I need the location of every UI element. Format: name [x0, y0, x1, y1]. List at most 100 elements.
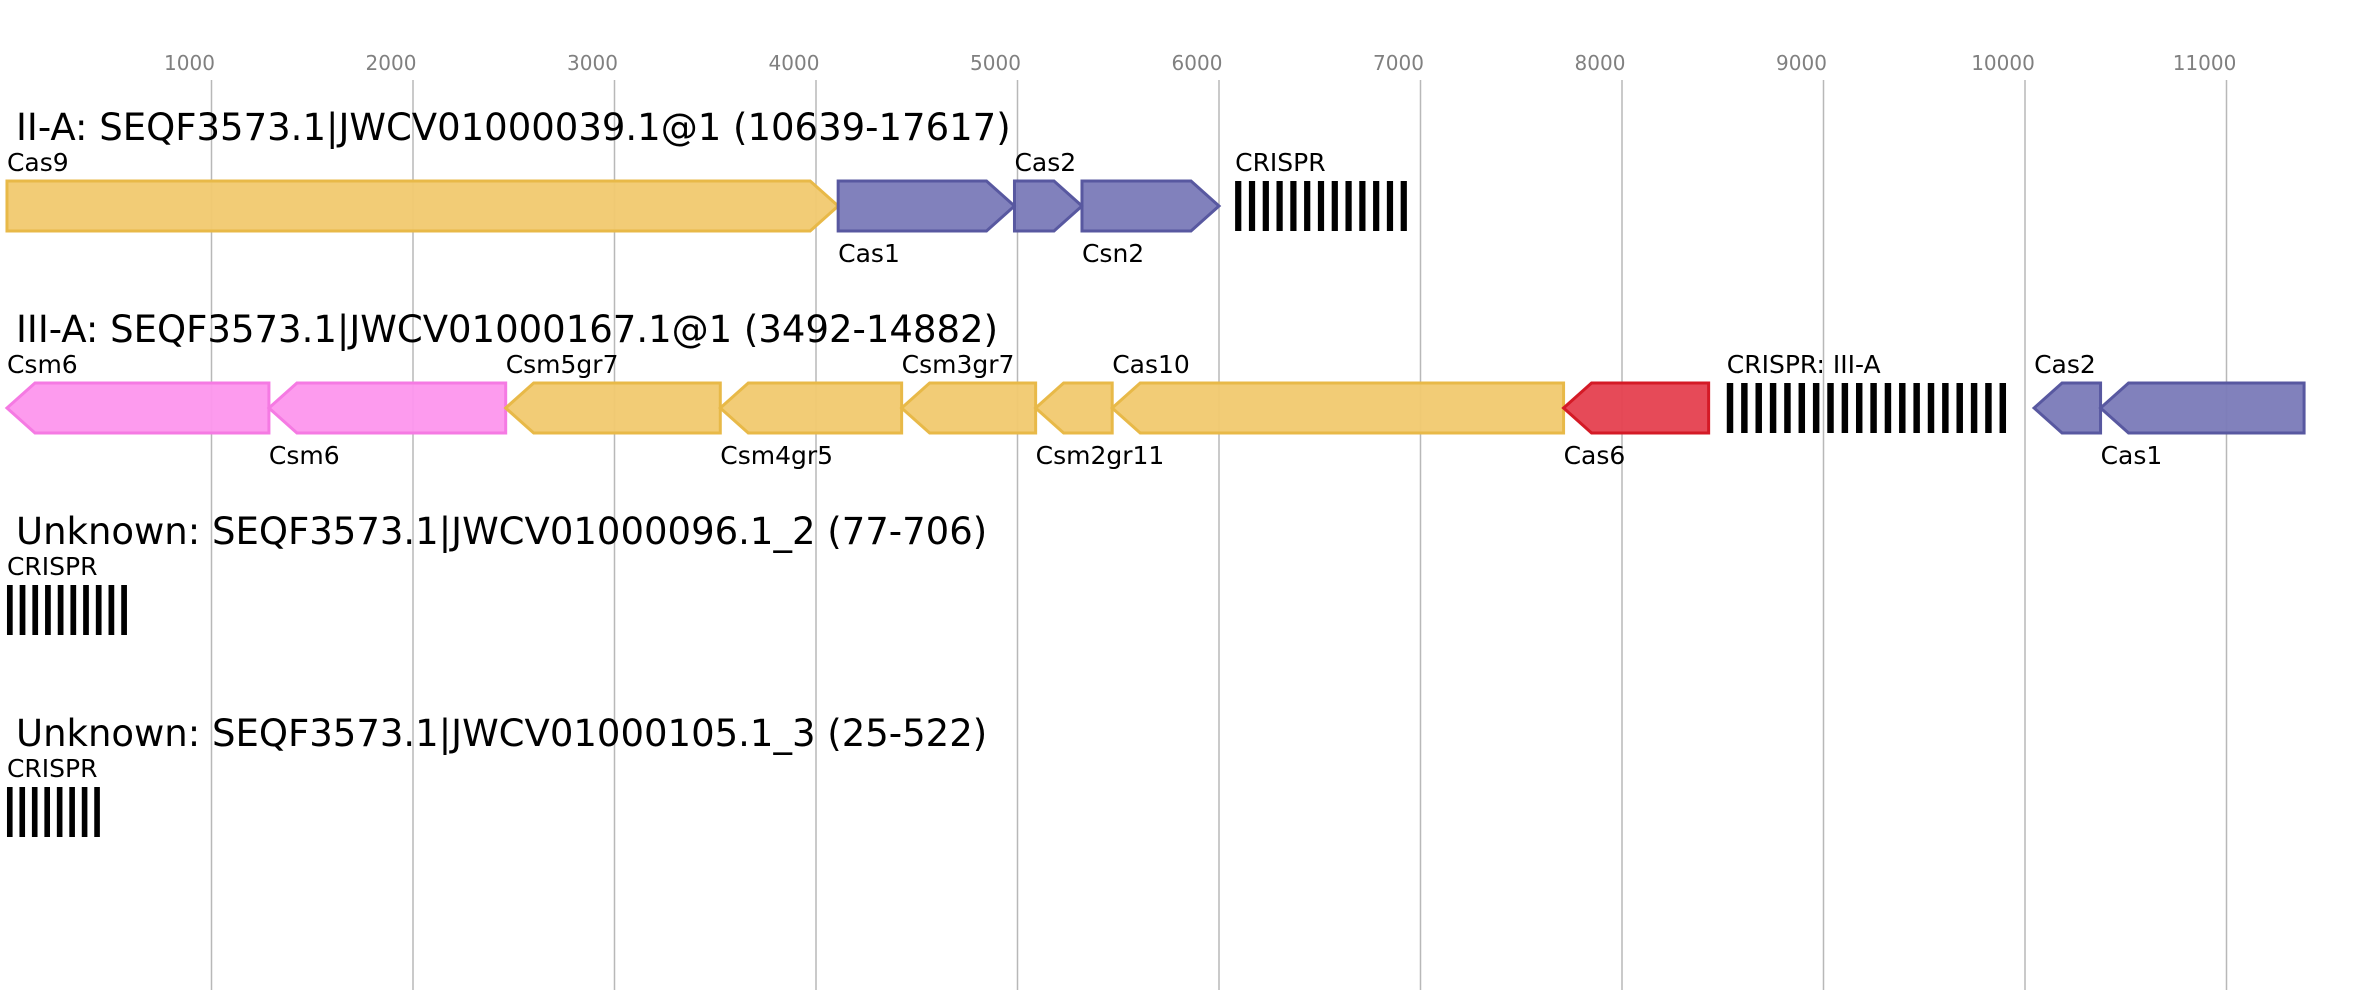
crispr-array [1726, 383, 2007, 433]
crispr-repeat [1386, 181, 1394, 231]
crispr-repeat [1359, 181, 1366, 231]
gene-label: Csm5gr7 [506, 350, 619, 379]
crispr-repeat [1248, 181, 1256, 231]
crispr-repeat [19, 787, 26, 837]
tick-label: 11000 [2173, 51, 2237, 75]
gene-arrow [5, 179, 841, 233]
crispr-label: CRISPR: III-A [1727, 350, 1881, 379]
track: III-A: SEQF3573.1|JWCV01000167.1@1 (3492… [4, 308, 2306, 470]
crispr-repeat [108, 585, 115, 635]
gene-arrow [836, 179, 1017, 233]
gene-arrow [503, 381, 722, 435]
gene-label: Cas10 [1112, 350, 1190, 379]
gene-arrow [718, 381, 904, 435]
crispr-repeat [1870, 383, 1877, 433]
crispr-repeat [57, 585, 64, 635]
gene-arrow [266, 381, 508, 435]
crispr-repeat [1235, 181, 1242, 231]
tick-label: 6000 [1172, 51, 1223, 75]
crispr-repeat [1769, 383, 1777, 433]
crispr-repeat [81, 787, 88, 837]
gene-label: Cas9 [7, 148, 69, 177]
track-title: Unknown: SEQF3573.1|JWCV01000105.1_3 (25… [16, 712, 987, 755]
tick-label: 4000 [769, 51, 820, 75]
crispr-repeat [1855, 383, 1863, 433]
crispr-repeat [1373, 181, 1380, 231]
crispr-repeat [56, 787, 63, 837]
crispr-repeat [6, 585, 13, 635]
gene-label: Cas6 [1564, 441, 1626, 470]
gene-label: Cas1 [2101, 441, 2163, 470]
gene-arrow [1033, 381, 1114, 435]
crispr-repeat [1985, 383, 1992, 433]
crispr-repeat [1913, 383, 1920, 433]
gene-label: Csn2 [1082, 239, 1144, 268]
crispr-repeat [1262, 181, 1269, 231]
crispr-array [6, 787, 100, 837]
gene-label: Cas1 [838, 239, 900, 268]
crispr-repeat [94, 787, 100, 837]
gene-label: Csm6 [269, 441, 340, 470]
crispr-repeat [1970, 383, 1978, 433]
gene-label: Csm6 [7, 350, 78, 379]
gene-arrow [2098, 381, 2306, 435]
tick-label: 5000 [970, 51, 1021, 75]
tick-label: 9000 [1776, 51, 1827, 75]
gene-label: Csm2gr11 [1036, 441, 1165, 470]
track: Unknown: SEQF3573.1|JWCV01000096.1_2 (77… [6, 510, 987, 635]
crispr-repeat [1899, 383, 1906, 433]
crispr-repeat [44, 787, 50, 837]
gene-arrow [1080, 179, 1222, 233]
crispr-repeat [1956, 383, 1963, 433]
gene-arrow [2031, 381, 2103, 435]
tick-label: 7000 [1373, 51, 1424, 75]
track-title: III-A: SEQF3573.1|JWCV01000167.1@1 (3492… [16, 308, 998, 351]
crispr-repeat [45, 585, 51, 635]
crispr-repeat [1317, 181, 1325, 231]
crispr-repeat [1304, 181, 1311, 231]
gene-arrow [4, 381, 271, 435]
crispr-repeat [1927, 383, 1935, 433]
crispr-repeat [1290, 181, 1297, 231]
crispr-repeat [1999, 383, 2007, 433]
crispr-repeat [19, 585, 26, 635]
crispr-array [1235, 181, 1407, 231]
crispr-repeat [95, 585, 102, 635]
tick-label: 3000 [567, 51, 618, 75]
crispr-repeat [1798, 383, 1806, 433]
crispr-repeat [1827, 383, 1834, 433]
crispr-repeat [31, 787, 38, 837]
crispr-repeat [1755, 383, 1762, 433]
tick-label: 8000 [1575, 51, 1626, 75]
crispr-repeat [69, 787, 75, 837]
axis-ticks: 1000 2000 3000 4000 5000 6000 7000 8000 9000 1000… [164, 51, 2236, 75]
crispr-repeat [1331, 181, 1338, 231]
crispr-repeat [70, 585, 77, 635]
tracks: II-A: SEQF3573.1|JWCV01000039.1@1 (10639… [4, 106, 2306, 837]
tick-label: 1000 [164, 51, 215, 75]
gene-label: Cas2 [1014, 148, 1076, 177]
crispr-repeat [1726, 383, 1734, 433]
crispr-label: CRISPR [1235, 148, 1326, 177]
track-title: II-A: SEQF3573.1|JWCV01000039.1@1 (10639… [16, 106, 1011, 149]
gene-arrow [1012, 179, 1085, 233]
crispr-repeat [1784, 383, 1791, 433]
crispr-repeat [1345, 181, 1352, 231]
track-title: Unknown: SEQF3573.1|JWCV01000096.1_2 (77… [16, 510, 987, 553]
crispr-repeat [1400, 181, 1407, 231]
crispr-label: CRISPR [7, 754, 98, 783]
gene-label: Csm3gr7 [902, 350, 1015, 379]
crispr-repeat [1741, 383, 1748, 433]
gene-label: Csm4gr5 [720, 441, 833, 470]
crispr-repeat [6, 787, 13, 837]
gene-arrow [1561, 381, 1711, 435]
crispr-array [6, 585, 127, 635]
crispr-repeat [1276, 181, 1283, 231]
crispr-repeat [1884, 383, 1892, 433]
crispr-repeat [121, 585, 127, 635]
crispr-repeat [1942, 383, 1949, 433]
track: II-A: SEQF3573.1|JWCV01000039.1@1 (10639… [5, 106, 1407, 268]
tick-label: 2000 [366, 51, 417, 75]
track: Unknown: SEQF3573.1|JWCV01000105.1_3 (25… [6, 712, 987, 837]
